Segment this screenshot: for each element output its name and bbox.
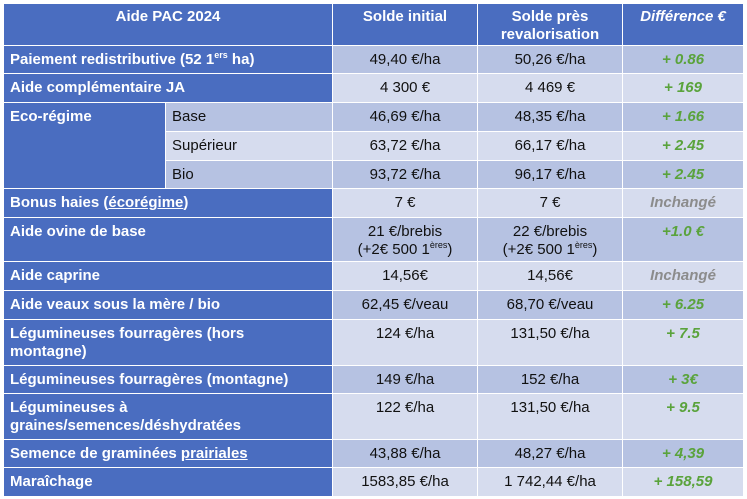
header-initial: Solde initial — [332, 3, 479, 46]
cell-initial: 46,69 €/ha — [332, 102, 479, 132]
cell-revalo: 131,50 €/ha — [477, 319, 624, 366]
cell-revalo: 96,17 €/ha — [477, 160, 624, 189]
row-label: Aide caprine — [2, 261, 334, 291]
cell-revalo: 1 742,44 €/ha — [477, 467, 624, 497]
cell-revalo: 4 469 € — [477, 73, 624, 103]
header-diff: Différence € — [622, 3, 745, 46]
table-row: Légumineuses fourragères (hors montagne)… — [2, 319, 745, 366]
cell-diff: + 7.5 — [622, 319, 745, 366]
cell-diff: + 1.66 — [622, 102, 745, 132]
header-revalo: Solde près revalorisation — [477, 3, 624, 46]
cell-revalo: 48,27 €/ha — [477, 439, 624, 468]
row-label: Aide veaux sous la mère / bio — [2, 290, 334, 320]
cell-revalo: 68,70 €/veau — [477, 290, 624, 320]
row-label: Légumineuses fourragères (montagne) — [2, 365, 334, 394]
cell-diff: + 4,39 — [622, 439, 745, 468]
table-row: Aide ovine de base 21 €/brebis (+2€ 500 … — [2, 217, 745, 262]
row-label: Paiement redistributive (52 1ers ha) — [2, 45, 334, 74]
table-row: Bio 93,72 €/ha 96,17 €/ha + 2.45 — [4, 160, 745, 189]
cell-diff: + 2.45 — [622, 160, 745, 189]
cell-diff: Inchangé — [622, 188, 745, 218]
row-label: Légumineuses fourragères (hors montagne) — [2, 319, 334, 366]
header-revalo-l2: revalorisation — [500, 26, 600, 43]
table-row: Supérieur 63,72 €/ha 66,17 €/ha + 2.45 — [4, 131, 745, 161]
cell-diff: + 9.5 — [622, 393, 745, 440]
table-row: Bonus haies (écorégime) 7 € 7 € Inchangé — [2, 188, 745, 218]
table-row: Aide caprine 14,56€ 14,56€ Inchangé — [2, 261, 745, 291]
table-row: Semence de graminées prairiales 43,88 €/… — [2, 439, 745, 468]
cell-diff: + 0.86 — [622, 45, 745, 74]
cell-initial: 1583,85 €/ha — [332, 467, 479, 497]
cell-initial: 62,45 €/veau — [332, 290, 479, 320]
cell-diff: + 6.25 — [622, 290, 745, 320]
row-label: Maraîchage — [2, 467, 334, 497]
table-row: Maraîchage 1583,85 €/ha 1 742,44 €/ha + … — [2, 467, 745, 497]
cell-initial: 93,72 €/ha — [332, 160, 479, 189]
row-label: Semence de graminées prairiales — [2, 439, 334, 468]
cell-initial: 14,56€ — [332, 261, 479, 291]
cell-diff: + 2.45 — [622, 131, 745, 161]
cell-initial: 43,88 €/ha — [332, 439, 479, 468]
row-sublabel: Bio — [164, 160, 334, 189]
table-row: Paiement redistributive (52 1ers ha) 49,… — [2, 45, 745, 74]
row-sublabel: Base — [164, 102, 334, 132]
cell-initial: 49,40 €/ha — [332, 45, 479, 74]
cell-revalo: 152 €/ha — [477, 365, 624, 394]
table-row: Légumineuses fourragères (montagne) 149 … — [2, 365, 745, 394]
pac-table: Aide PAC 2024 Solde initial Solde près r… — [2, 3, 745, 497]
cell-diff: + 3€ — [622, 365, 745, 394]
cell-diff: Inchangé — [622, 261, 745, 291]
cell-revalo: 50,26 €/ha — [477, 45, 624, 74]
cell-revalo: 48,35 €/ha — [477, 102, 624, 132]
table-row: Eco-régime Base 46,69 €/ha 48,35 €/ha + … — [3, 102, 745, 189]
row-sublabel: Supérieur — [164, 131, 334, 161]
cell-revalo: 22 €/brebis (+2€ 500 1ères) — [477, 217, 624, 262]
cell-diff: + 158,59 — [622, 467, 745, 497]
cell-diff: + 169 — [622, 73, 745, 103]
cell-initial: 124 €/ha — [332, 319, 479, 366]
cell-initial: 122 €/ha — [332, 393, 479, 440]
cell-revalo: 14,56€ — [477, 261, 624, 291]
row-label: Aide ovine de base — [2, 217, 334, 262]
cell-revalo: 66,17 €/ha — [477, 131, 624, 161]
row-label: Légumineuses à graines/semences/déshydra… — [2, 393, 334, 440]
header-aide: Aide PAC 2024 — [2, 3, 334, 46]
cell-initial: 63,72 €/ha — [332, 131, 479, 161]
table-row: Aide complémentaire JA 4 300 € 4 469 € +… — [2, 73, 745, 103]
table-row: Légumineuses à graines/semences/déshydra… — [2, 393, 745, 440]
cell-revalo: 7 € — [477, 188, 624, 218]
header-row: Aide PAC 2024 Solde initial Solde près r… — [2, 3, 745, 46]
row-label: Bonus haies (écorégime) — [2, 188, 334, 218]
cell-initial: 149 €/ha — [332, 365, 479, 394]
table-row: Aide veaux sous la mère / bio 62,45 €/ve… — [2, 290, 745, 320]
cell-initial: 7 € — [332, 188, 479, 218]
row-label: Eco-régime — [3, 102, 166, 189]
cell-initial: 4 300 € — [332, 73, 479, 103]
cell-initial: 21 €/brebis (+2€ 500 1ères) — [332, 217, 479, 262]
row-label: Aide complémentaire JA — [2, 73, 334, 103]
header-revalo-l1: Solde près — [511, 8, 589, 25]
cell-diff: +1.0 € — [622, 217, 745, 262]
cell-revalo: 131,50 €/ha — [477, 393, 624, 440]
